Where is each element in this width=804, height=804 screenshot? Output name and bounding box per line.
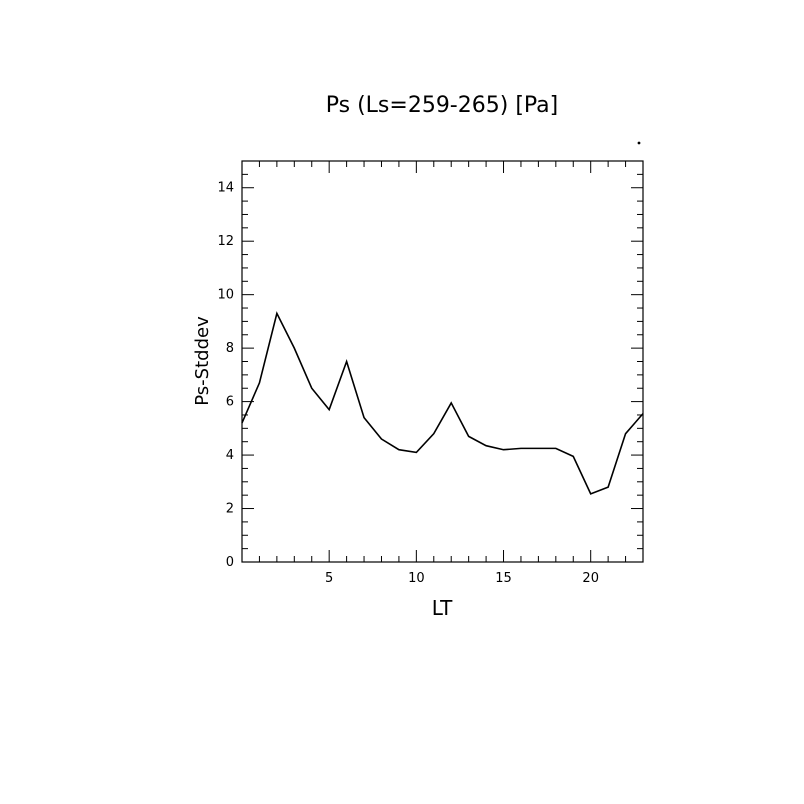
axis-ticks (241, 160, 644, 563)
y-axis-label: Ps-Stddev (192, 316, 213, 406)
series-line (241, 311, 644, 495)
x-tick-label: 10 (408, 571, 425, 586)
x-tick-label: 15 (495, 571, 512, 586)
x-axis-label: LT (432, 596, 453, 620)
x-tick-label: 20 (582, 571, 599, 586)
y-tick-label: 4 (226, 448, 234, 463)
chart-title: Ps (Ls=259-265) [Pa] (326, 93, 559, 118)
axis-tick-labels: 5 10 15 20 0 2 4 6 8 10 12 14 (217, 181, 599, 586)
y-tick-label: 2 (226, 502, 234, 517)
y-tick-label: 8 (226, 341, 234, 356)
corner-dot-mark (637, 141, 641, 145)
y-tick-label: 6 (226, 395, 234, 410)
y-tick-label: 0 (226, 555, 234, 570)
y-tick-label: 12 (217, 234, 234, 249)
y-tick-label: 10 (217, 288, 234, 303)
x-tick-label: 5 (325, 571, 333, 586)
series-layer (241, 311, 644, 495)
plot-frame (241, 160, 644, 563)
y-tick-label: 14 (217, 181, 234, 196)
